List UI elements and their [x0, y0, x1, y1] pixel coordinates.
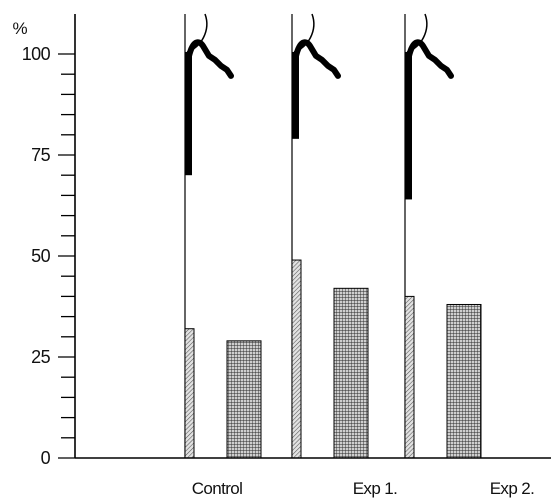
bar-series2-exp-1	[333, 287, 369, 459]
inset-trace	[405, 13, 454, 200]
y-tick-label: 50	[31, 246, 50, 266]
category-label: Exp 1.	[353, 479, 398, 498]
trace-thick-bar	[185, 52, 192, 176]
category-labels: Control Exp 1. Exp 2.	[192, 479, 535, 498]
y-tick-label: 25	[31, 347, 50, 367]
trace-thick-bar	[292, 52, 299, 139]
bars	[184, 259, 482, 459]
y-axis-unit: %	[12, 19, 27, 38]
y-axis-ticks	[58, 53, 75, 459]
category-label: Exp 2.	[490, 479, 535, 498]
bar-series2-control	[226, 340, 262, 459]
y-axis-tick-labels: 0 25 50 75 100	[22, 44, 51, 468]
inset-trace	[292, 13, 341, 139]
inset-trace	[185, 13, 234, 176]
bar-series1-control	[184, 328, 195, 459]
bar-series1-exp-2	[404, 295, 415, 459]
bar-series2-exp-2	[446, 303, 482, 459]
trace-tail	[293, 39, 341, 79]
category-label: Control	[192, 479, 243, 498]
y-tick-label: 0	[41, 448, 51, 468]
trace-tail	[186, 39, 234, 79]
trace-tail	[406, 39, 454, 79]
trace-thick-bar	[405, 52, 412, 200]
inset-traces	[185, 13, 454, 200]
bar-series1-exp-1	[291, 259, 302, 459]
y-tick-label: 100	[22, 44, 51, 64]
y-tick-label: 75	[31, 145, 50, 165]
